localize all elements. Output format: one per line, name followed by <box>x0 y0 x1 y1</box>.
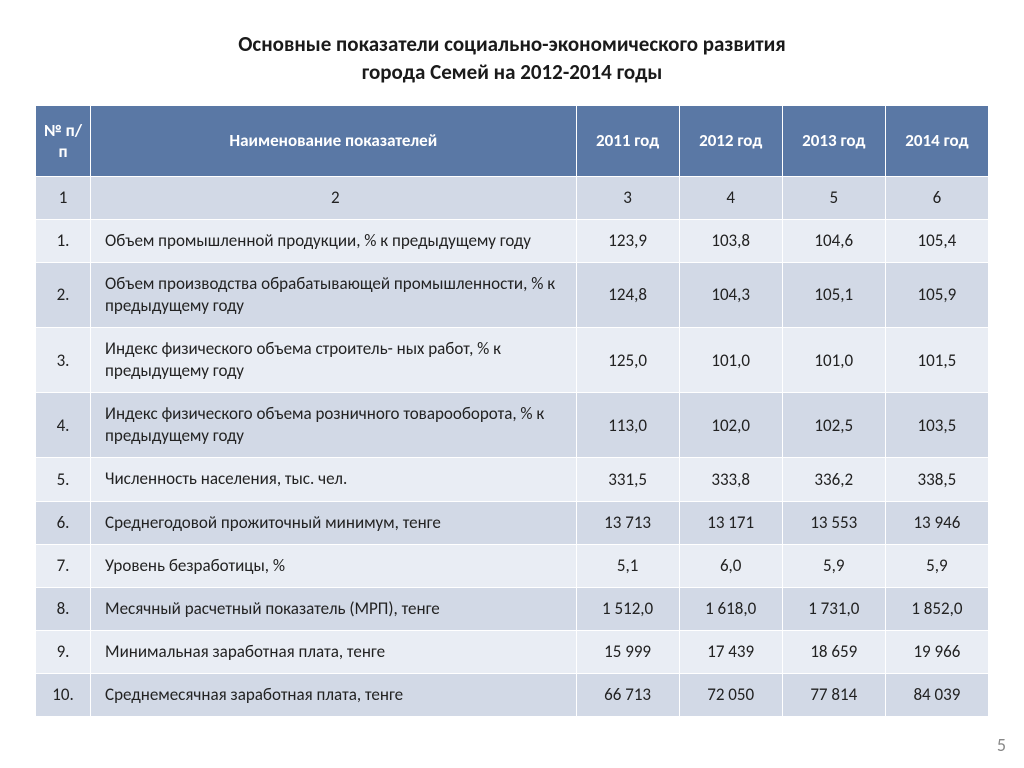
cell-2012: 13 171 <box>679 501 782 544</box>
table-row: 4.Индекс физического объема розничного т… <box>36 393 989 458</box>
row-name: Месячный расчетный показатель (МРП), тен… <box>91 587 577 630</box>
row-num: 1. <box>36 219 91 262</box>
row-name: Индекс физического объема розничного тов… <box>91 393 577 458</box>
header-2013: 2013 год <box>782 105 885 176</box>
cell-2012: 17 439 <box>679 630 782 673</box>
cell-2013: 336,2 <box>782 458 885 501</box>
title-line-2: города Семей на 2012-2014 годы <box>362 59 663 85</box>
cell-2012: 72 050 <box>679 673 782 716</box>
header-num: № п/п <box>36 105 91 176</box>
cell-2011: 13 713 <box>576 501 679 544</box>
cell-2011: 1 512,0 <box>576 587 679 630</box>
cell-2013: 13 553 <box>782 501 885 544</box>
cell-2013: 102,5 <box>782 393 885 458</box>
cell-2011: 331,5 <box>576 458 679 501</box>
cell-2011: 15 999 <box>576 630 679 673</box>
cell-2014: 101,5 <box>885 328 988 393</box>
column-number-row: 1 2 3 4 5 6 <box>36 176 989 219</box>
cell-2011: 5,1 <box>576 544 679 587</box>
page-number: 5 <box>997 734 1006 756</box>
cell-2012: 101,0 <box>679 328 782 393</box>
cell-2013: 104,6 <box>782 219 885 262</box>
table-row: 6.Среднегодовой прожиточный минимум, тен… <box>36 501 989 544</box>
cell-2014: 338,5 <box>885 458 988 501</box>
row-num: 8. <box>36 587 91 630</box>
row-name: Минимальная заработная плата, тенге <box>91 630 577 673</box>
row-num: 3. <box>36 328 91 393</box>
header-name: Наименование показателей <box>91 105 577 176</box>
cell-2013: 77 814 <box>782 673 885 716</box>
row-num: 5. <box>36 458 91 501</box>
indicators-table: № п/п Наименование показателей 2011 год … <box>35 105 989 717</box>
table-row: 8.Месячный расчетный показатель (МРП), т… <box>36 587 989 630</box>
cell-2011: 123,9 <box>576 219 679 262</box>
row-num: 7. <box>36 544 91 587</box>
row-name: Уровень безработицы, % <box>91 544 577 587</box>
cell-2014: 1 852,0 <box>885 587 988 630</box>
cell-2013: 101,0 <box>782 328 885 393</box>
table-row: 2.Объем производства обрабатывающей пром… <box>36 262 989 327</box>
table-row: 3.Индекс физического объема строитель- н… <box>36 328 989 393</box>
row-name: Индекс физического объема строитель- ных… <box>91 328 577 393</box>
table-header-row: № п/п Наименование показателей 2011 год … <box>36 105 989 176</box>
cell-2014: 5,9 <box>885 544 988 587</box>
cell-2014: 103,5 <box>885 393 988 458</box>
row-num: 4. <box>36 393 91 458</box>
table-row: 10.Среднемесячная заработная плата, тенг… <box>36 673 989 716</box>
cell-2012: 102,0 <box>679 393 782 458</box>
header-2011: 2011 год <box>576 105 679 176</box>
cell-2012: 333,8 <box>679 458 782 501</box>
cell-2014: 13 946 <box>885 501 988 544</box>
title-line-1: Основные показатели социально-экономичес… <box>238 31 786 57</box>
colnum-cell: 4 <box>679 176 782 219</box>
cell-2011: 66 713 <box>576 673 679 716</box>
row-num: 6. <box>36 501 91 544</box>
cell-2012: 104,3 <box>679 262 782 327</box>
cell-2011: 124,8 <box>576 262 679 327</box>
colnum-cell: 6 <box>885 176 988 219</box>
row-name: Среднегодовой прожиточный минимум, тенге <box>91 501 577 544</box>
table-row: 5.Численность населения, тыс. чел.331,53… <box>36 458 989 501</box>
cell-2011: 113,0 <box>576 393 679 458</box>
header-2012: 2012 год <box>679 105 782 176</box>
colnum-cell: 3 <box>576 176 679 219</box>
table-body: 1 2 3 4 5 6 1.Объем промышленной продукц… <box>36 176 989 716</box>
row-name: Среднемесячная заработная плата, тенге <box>91 673 577 716</box>
cell-2012: 6,0 <box>679 544 782 587</box>
cell-2013: 1 731,0 <box>782 587 885 630</box>
cell-2012: 1 618,0 <box>679 587 782 630</box>
cell-2011: 125,0 <box>576 328 679 393</box>
cell-2013: 105,1 <box>782 262 885 327</box>
cell-2014: 19 966 <box>885 630 988 673</box>
row-name: Объем промышленной продукции, % к предыд… <box>91 219 577 262</box>
cell-2014: 84 039 <box>885 673 988 716</box>
row-name: Объем производства обрабатывающей промыш… <box>91 262 577 327</box>
colnum-cell: 5 <box>782 176 885 219</box>
cell-2013: 18 659 <box>782 630 885 673</box>
colnum-cell: 2 <box>91 176 577 219</box>
cell-2014: 105,9 <box>885 262 988 327</box>
row-num: 2. <box>36 262 91 327</box>
table-row: 1.Объем промышленной продукции, % к пред… <box>36 219 989 262</box>
cell-2013: 5,9 <box>782 544 885 587</box>
table-row: 7.Уровень безработицы, %5,16,05,95,9 <box>36 544 989 587</box>
cell-2014: 105,4 <box>885 219 988 262</box>
page-title: Основные показатели социально-экономичес… <box>35 30 989 87</box>
row-num: 9. <box>36 630 91 673</box>
table-row: 9.Минимальная заработная плата, тенге15 … <box>36 630 989 673</box>
row-num: 10. <box>36 673 91 716</box>
colnum-cell: 1 <box>36 176 91 219</box>
row-name: Численность населения, тыс. чел. <box>91 458 577 501</box>
header-2014: 2014 год <box>885 105 988 176</box>
cell-2012: 103,8 <box>679 219 782 262</box>
